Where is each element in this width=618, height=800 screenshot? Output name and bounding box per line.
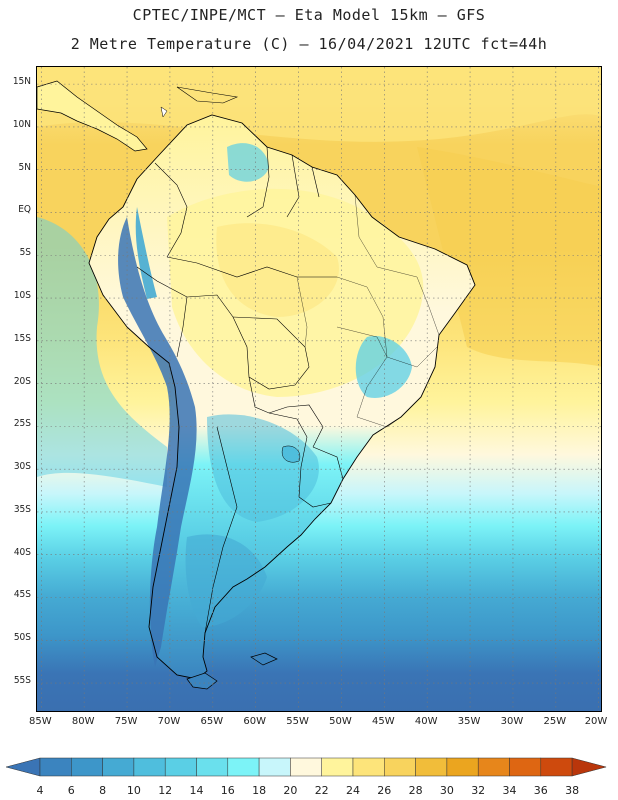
colorbar-tick-label: 24 — [346, 784, 360, 797]
colorbar-cell — [196, 757, 229, 777]
colorbar-tick-label: 16 — [220, 784, 235, 797]
lat-tick-label: 40S — [13, 546, 31, 558]
lon-tick-label: 45W — [372, 716, 395, 727]
lon-tick-label: 55W — [286, 716, 309, 727]
colorbar-tick-label: 20 — [283, 784, 298, 797]
colorbar-tick-label: 30 — [439, 784, 454, 797]
map-canvas — [37, 67, 601, 711]
colorbar-cell — [102, 757, 135, 777]
country-borders — [136, 146, 344, 634]
central-america-landmass — [37, 80, 148, 152]
lon-tick-label: 75W — [114, 716, 138, 727]
colorbar-cell — [477, 757, 510, 777]
andes-cold-band — [118, 217, 197, 667]
colorbar-cell — [258, 757, 291, 777]
colorbar-tick-label: 4 — [36, 784, 44, 797]
map-subtitle-line2: 2 Metre Temperature (C) – 16/04/2021 12U… — [70, 35, 548, 53]
lon-tick-label: 25W — [543, 716, 567, 727]
lon-tick-label: 85W — [28, 716, 52, 727]
colorbar-tick-label: 28 — [408, 784, 423, 797]
lat-tick-label: 25S — [13, 418, 31, 430]
colorbar-high-arrow — [571, 757, 608, 777]
colorbar-tick-label: 32 — [471, 784, 486, 797]
lat-tick-label: 5S — [19, 247, 31, 259]
lon-tick-label: 65W — [200, 716, 224, 727]
lat-tick-label: EQ — [18, 204, 31, 216]
colorbar-tick-label: 10 — [126, 784, 141, 797]
colorbar-cell — [290, 757, 322, 777]
colorbar-tick-label: 38 — [565, 784, 580, 797]
temperature-map — [36, 66, 602, 712]
colorbar-cell — [71, 757, 103, 777]
lon-tick-label: 20W — [584, 716, 608, 727]
colorbar-cell — [446, 757, 479, 777]
lon-tick-label: 70W — [157, 716, 181, 727]
lat-tick-label: 55S — [13, 675, 31, 687]
lat-tick-label: 15N — [12, 76, 31, 88]
colorbar-cell — [227, 757, 260, 777]
lon-tick-label: 80W — [71, 716, 95, 727]
colorbar-tick-label: 6 — [67, 784, 75, 797]
lon-tick-label: 35W — [457, 716, 481, 727]
colorbar-tick-label: 22 — [314, 784, 329, 797]
colorbar-cell — [352, 757, 385, 777]
colorbar-tick-label: 26 — [377, 784, 392, 797]
colorbar-tick-label: 34 — [502, 784, 517, 797]
colorbar-low-arrow — [5, 757, 41, 777]
colorbar-cell — [164, 757, 197, 777]
colorbar-cell — [133, 757, 166, 777]
lat-tick-label: 5N — [18, 161, 31, 173]
lon-tick-label: 50W — [329, 716, 352, 727]
colorbar-cell — [415, 757, 448, 777]
lat-tick-label: 45S — [13, 589, 31, 601]
lat-tick-label: 35S — [13, 503, 31, 515]
colorbar-cell — [384, 757, 416, 777]
colorbar-tick-label: 18 — [252, 784, 267, 797]
lat-tick-label: 10S — [13, 290, 31, 302]
lon-tick-label: 30W — [500, 716, 524, 727]
map-title-line1: CPTEC/INPE/MCT – Eta Model 15km – GFS — [132, 6, 486, 24]
lon-tick-label: 60W — [243, 716, 266, 727]
colorbar-tick-label: 14 — [189, 784, 204, 797]
lat-tick-label: 50S — [13, 632, 31, 644]
lat-tick-label: 20S — [13, 375, 31, 387]
colorbar-cell — [39, 757, 72, 777]
lat-tick-label: 15S — [13, 332, 31, 344]
colorbar-tick-label: 12 — [158, 784, 173, 797]
temperature-colorbar — [5, 757, 608, 777]
colorbar-cell — [509, 757, 542, 777]
colorbar-cell — [321, 757, 354, 777]
colorbar-tick-label: 8 — [99, 784, 107, 797]
state-borders — [296, 194, 440, 428]
colorbar-tick-label: 36 — [533, 784, 548, 797]
lat-tick-label: 10N — [12, 118, 31, 130]
lat-tick-label: 30S — [13, 461, 31, 473]
coastline — [88, 114, 476, 680]
colorbar-cell — [540, 757, 573, 777]
lon-tick-label: 40W — [414, 716, 438, 727]
